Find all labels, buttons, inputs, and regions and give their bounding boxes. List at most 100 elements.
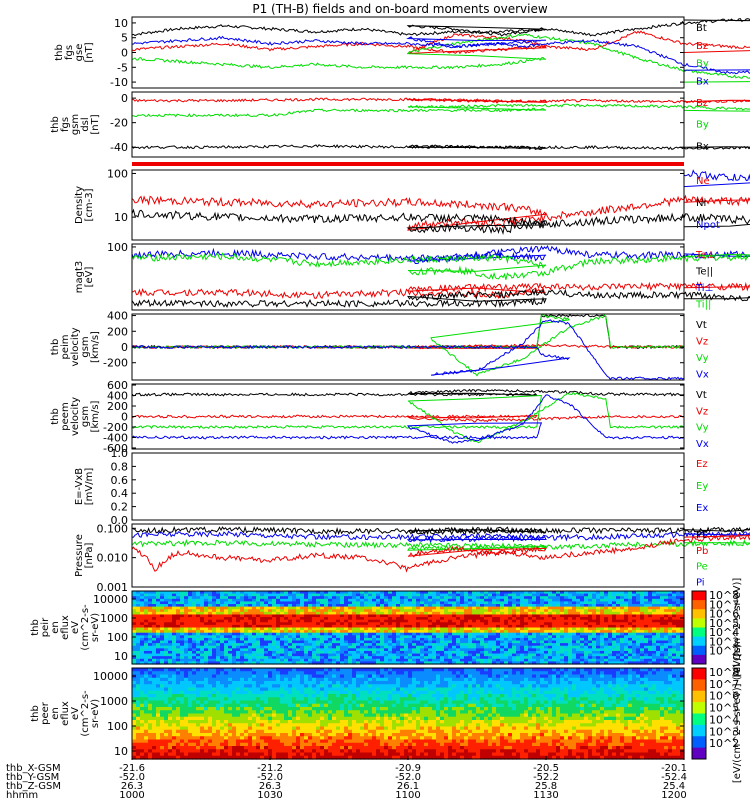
heatmap-cell — [272, 598, 277, 603]
heatmap-cell — [452, 658, 457, 662]
heatmap-cell — [160, 648, 165, 652]
heatmap-cell — [568, 668, 573, 672]
heatmap-cell — [488, 674, 493, 679]
heatmap-cell — [336, 640, 341, 644]
heatmap-cell — [320, 677, 325, 682]
heatmap-cell — [204, 671, 209, 676]
heatmap-cell — [400, 596, 405, 600]
heatmap-cell — [364, 617, 369, 621]
heatmap-cell — [324, 622, 329, 626]
heatmap-cell — [160, 671, 165, 676]
heatmap-cell — [156, 677, 161, 682]
heatmap-cell — [220, 643, 225, 647]
heatmap-cell — [560, 617, 565, 621]
heatmap-cell — [532, 624, 537, 629]
heatmap-cell — [648, 630, 653, 634]
heatmap-cell — [560, 609, 565, 613]
heatmap-cell — [364, 632, 369, 636]
heatmap-cell — [200, 648, 205, 652]
heatmap-cell — [268, 632, 273, 636]
heatmap-cell — [172, 677, 177, 682]
heatmap-cell — [588, 637, 593, 642]
heatmap-cell — [240, 671, 245, 676]
heatmap-cell — [144, 648, 149, 652]
heatmap-cell — [320, 619, 325, 623]
series-Bz — [131, 30, 750, 55]
heatmap-cell — [588, 677, 593, 682]
heatmap-cell — [440, 648, 445, 652]
heatmap-cell — [356, 674, 361, 679]
heatmap-cell — [256, 614, 261, 618]
heatmap-cell — [432, 661, 437, 665]
heatmap-cell — [512, 604, 517, 608]
heatmap-cell — [620, 617, 625, 621]
heatmap-cell — [592, 609, 597, 613]
heatmap-cell — [252, 593, 257, 597]
heatmap-cell — [224, 611, 229, 616]
heatmap-cell — [440, 593, 445, 597]
heatmap-cell — [540, 617, 545, 621]
heatmap-cell — [520, 650, 525, 655]
heatmap-cell — [608, 674, 613, 679]
heatmap-cell — [608, 611, 613, 616]
heatmap-cell — [404, 611, 409, 616]
heatmap-cell — [252, 658, 257, 662]
heatmap-cell — [500, 661, 505, 665]
heatmap-cell — [468, 630, 473, 634]
heatmap-cell — [556, 622, 561, 626]
heatmap-cell — [480, 593, 485, 597]
heatmap-cell — [328, 614, 333, 618]
heatmap-cell — [312, 617, 317, 621]
heatmap-cell — [308, 624, 313, 629]
heatmap-cell — [672, 645, 677, 649]
heatmap-cell — [600, 596, 605, 600]
heatmap-cell — [132, 598, 137, 603]
heatmap-cell — [284, 593, 289, 597]
heatmap-cell — [676, 650, 681, 655]
heatmap-cell — [320, 614, 325, 618]
heatmap-cell — [352, 656, 357, 660]
heatmap-cell — [576, 650, 581, 655]
heatmap-cell — [508, 648, 513, 652]
heatmap-cell — [552, 648, 557, 652]
heatmap-cell — [276, 632, 281, 636]
heatmap-cell — [604, 645, 609, 649]
heatmap-cell — [624, 619, 629, 623]
heatmap-cell — [320, 668, 325, 672]
heatmap-cell — [640, 643, 645, 647]
heatmap-cell — [272, 671, 277, 676]
heatmap-cell — [440, 591, 445, 595]
heatmap-cell — [472, 598, 477, 603]
heatmap-cell — [384, 606, 389, 610]
heatmap-cell — [532, 609, 537, 613]
heatmap-cell — [292, 611, 297, 616]
heatmap-cell — [532, 653, 537, 657]
heatmap-cell — [280, 593, 285, 597]
heatmap-cell — [540, 622, 545, 626]
heatmap-cell — [192, 611, 197, 616]
heatmap-cell — [164, 668, 169, 672]
heatmap-cell — [252, 604, 257, 608]
heatmap-cell — [492, 645, 497, 649]
heatmap-cell — [156, 617, 161, 621]
heatmap-cell — [208, 687, 213, 692]
heatmap-cell — [328, 591, 333, 595]
heatmap-cell — [564, 635, 569, 639]
y-axis-label-line: peir — [40, 617, 51, 637]
heatmap-cell — [308, 661, 313, 665]
heatmap-cell — [220, 645, 225, 649]
heatmap-cell — [192, 609, 197, 613]
heatmap-cell — [224, 601, 229, 605]
heatmap-cell — [224, 643, 229, 647]
heatmap-cell — [132, 671, 137, 676]
heatmap-cell — [536, 619, 541, 623]
heatmap-cell — [464, 614, 469, 618]
heatmap-cell — [660, 617, 665, 621]
heatmap-cell — [260, 614, 265, 618]
series-Vt — [131, 313, 685, 350]
heatmap-cell — [680, 661, 685, 665]
heatmap-cell — [536, 632, 541, 636]
heatmap-cell — [344, 668, 349, 672]
heatmap-cell — [656, 598, 661, 603]
heatmap-cell — [416, 671, 421, 676]
